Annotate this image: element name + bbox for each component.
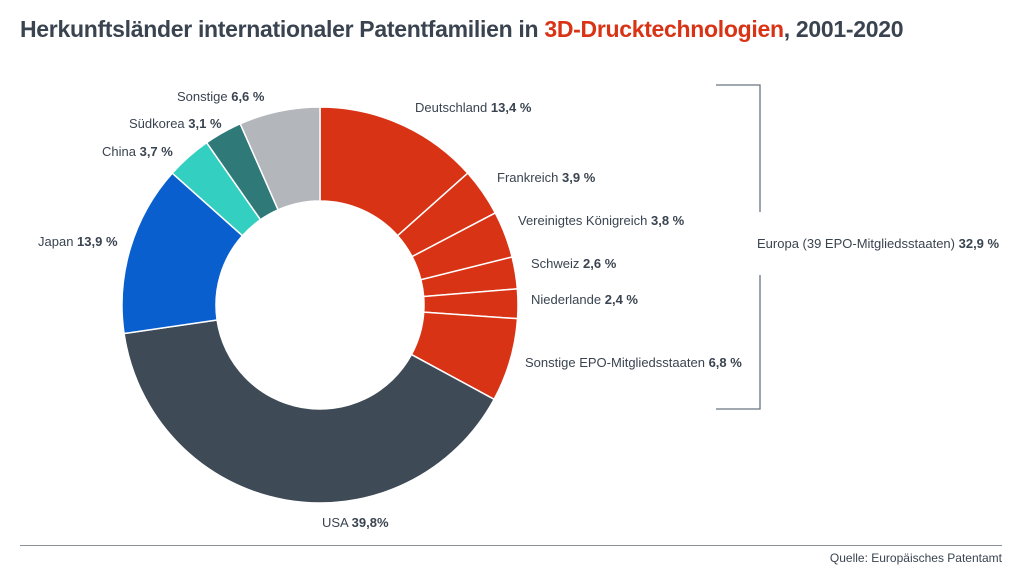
label-schweiz: Schweiz 2,6 %	[531, 256, 617, 271]
europe-bracket	[716, 84, 761, 410]
label-china: China 3,7 %	[102, 144, 173, 159]
label-japan: Japan 13,9 %	[38, 234, 118, 249]
slice-sonstige	[239, 106, 321, 211]
title-suffix: , 2001-2020	[783, 16, 904, 42]
label-suedkorea: Südkorea 3,1 %	[129, 116, 222, 131]
chart-title: Herkunftsländer internationaler Patentfa…	[20, 16, 904, 43]
label-deutschland: Deutschland 13,4 %	[415, 100, 532, 115]
label-frankreich: Frankreich 3,9 %	[497, 170, 596, 185]
label-uk: Vereinigtes Königreich 3,8 %	[518, 213, 685, 228]
title-text: Herkunftsländer internationaler Patentfa…	[20, 16, 545, 42]
label-niederlande: Niederlande 2,4 %	[531, 292, 638, 307]
label-usa: USA 39,8%	[322, 515, 389, 530]
slice-usa	[123, 319, 496, 504]
source-note: Quelle: Europäisches Patentamt	[829, 551, 1002, 565]
footer-divider	[20, 545, 1002, 546]
label-sonstige: Sonstige 6,6 %	[177, 89, 265, 104]
label-europa-group: Europa (39 EPO-Mitgliedsstaaten) 32,9 %	[757, 236, 1000, 251]
label-sonstige-epo: Sonstige EPO-Mitgliedsstaaten 6,8 %	[525, 355, 742, 370]
title-highlight: 3D-Drucktechnologien	[544, 16, 784, 42]
